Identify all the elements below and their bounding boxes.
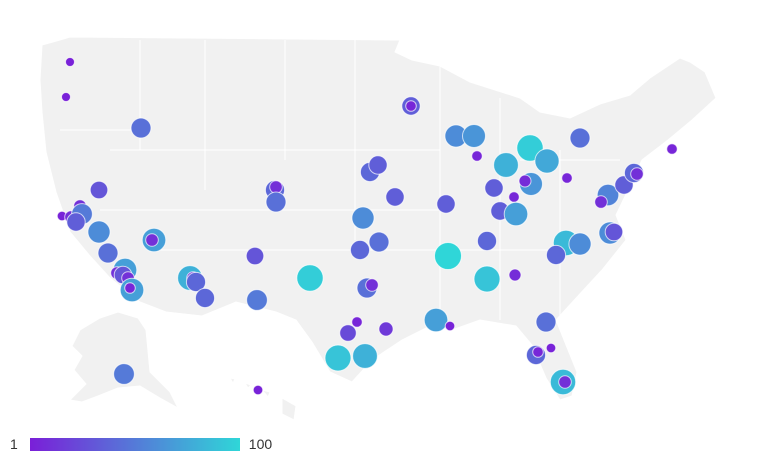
map-marker[interactable] [476,230,498,252]
map-marker[interactable] [368,231,390,253]
map-marker[interactable] [462,124,486,148]
map-marker[interactable] [534,148,560,174]
map-marker[interactable] [296,264,324,292]
map-marker[interactable] [405,100,417,112]
map-marker[interactable] [545,244,567,266]
map-marker[interactable] [351,316,363,328]
map-marker[interactable] [246,289,268,311]
map-marker[interactable] [265,191,287,213]
map-marker[interactable] [368,155,388,175]
map-marker[interactable] [113,363,135,385]
map-marker[interactable] [352,343,378,369]
map-marker[interactable] [385,187,405,207]
map-marker[interactable] [423,307,449,333]
map-marker[interactable] [269,180,283,194]
map-marker[interactable] [89,180,109,200]
map-marker[interactable] [145,233,159,247]
map-marker[interactable] [558,375,572,389]
map-marker[interactable] [518,174,532,188]
map-marker[interactable] [545,342,557,354]
map-marker[interactable] [484,178,504,198]
map-marker[interactable] [365,278,379,292]
map-marker[interactable] [508,191,520,203]
alaska [68,311,180,410]
continental-us [39,36,717,401]
color-legend: 1 100 [10,434,272,454]
map-marker[interactable] [185,271,207,293]
map-marker[interactable] [339,324,357,342]
map-marker[interactable] [630,167,644,181]
map-marker[interactable] [569,127,591,149]
hawaii [228,377,297,421]
map-marker[interactable] [666,143,678,155]
map-marker[interactable] [594,195,608,209]
map-marker[interactable] [87,220,111,244]
markers-layer [56,57,678,396]
map-marker[interactable] [444,320,456,332]
map-marker[interactable] [561,172,573,184]
map-marker[interactable] [194,287,216,309]
map-marker[interactable] [436,194,456,214]
map-marker[interactable] [351,206,375,230]
map-marker[interactable] [124,282,136,294]
map-marker[interactable] [130,117,152,139]
legend-max-label: 100 [248,436,273,452]
map-marker[interactable] [65,57,75,67]
map-marker[interactable] [245,246,265,266]
map-marker[interactable] [508,268,522,282]
map-marker[interactable] [97,242,119,264]
map-marker[interactable] [473,265,501,293]
map-marker[interactable] [503,201,529,227]
map-marker[interactable] [471,150,483,162]
map-marker[interactable] [604,222,624,242]
map-marker[interactable] [535,311,557,333]
map-marker[interactable] [434,242,462,270]
map-marker[interactable] [324,344,352,372]
map-marker[interactable] [532,346,544,358]
map-marker[interactable] [349,239,371,261]
state-shapes [39,36,717,421]
map-marker[interactable] [252,384,264,396]
map-marker[interactable] [568,232,592,256]
map-marker[interactable] [493,152,519,178]
map-marker[interactable] [61,92,71,102]
map-marker[interactable] [378,321,394,337]
map-marker[interactable] [66,212,86,232]
legend-min-label: 1 [10,436,18,452]
legend-gradient-bar [29,437,240,451]
